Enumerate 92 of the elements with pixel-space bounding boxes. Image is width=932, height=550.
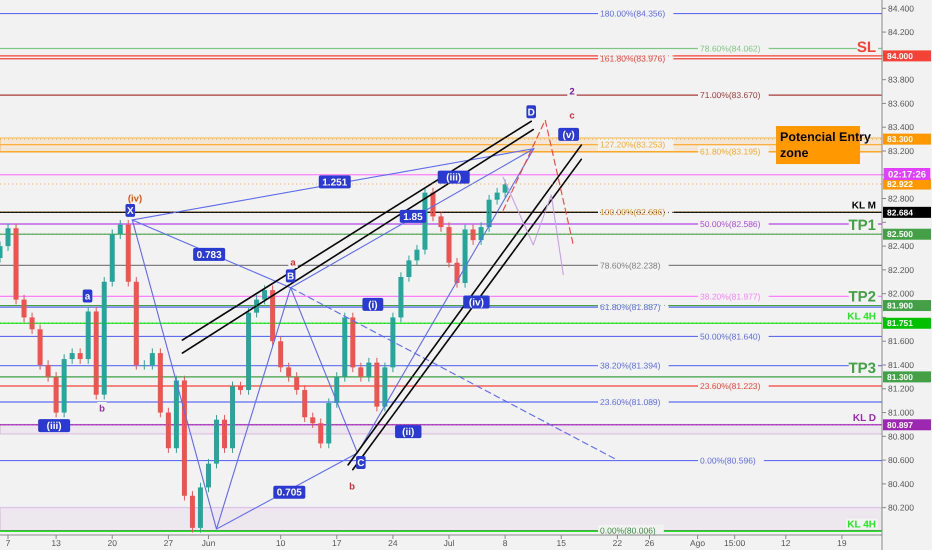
- ref-line-label: 50.00%(82.586): [700, 218, 761, 229]
- ref-line-label: 23.60%(81.223): [700, 381, 761, 392]
- ref-line-label: 84.000: [887, 50, 914, 61]
- ref-line-label: 180.00%(84.356): [600, 8, 666, 19]
- ref-line-label: 0.00%(80.596): [700, 456, 756, 466]
- ref-line-label: 83.300: [887, 134, 914, 144]
- ref-line-label: 78.60%(82.238): [600, 260, 661, 270]
- annotation: 1.251: [322, 177, 348, 188]
- annotation: (iv): [468, 297, 484, 308]
- ref-line-label: 0.00%(80.006): [600, 526, 656, 536]
- annotation: c: [569, 110, 575, 122]
- x-tick-label: 13: [51, 538, 62, 548]
- ref-line-label: 38.20%(81.977): [700, 291, 761, 302]
- annotation: b: [99, 403, 106, 414]
- y-tick-label: 82.200: [888, 264, 914, 275]
- x-tick-label: 22: [612, 538, 622, 548]
- band-label: Potencial Entry zone: [780, 130, 872, 160]
- ref-line-label: SL: [856, 38, 876, 56]
- ref-line-label: TP1: [848, 217, 876, 234]
- y-tick-label: 83.200: [888, 146, 914, 156]
- annotation: C: [357, 458, 364, 469]
- ref-line-label: 82.922: [887, 179, 914, 190]
- x-tick-label: 8: [502, 538, 508, 548]
- x-tick-label: 15: [556, 538, 566, 548]
- y-tick-label: 81.400: [888, 360, 914, 370]
- ref-line-label: 81.300: [887, 372, 914, 382]
- ref-line-label: KL 4H: [847, 519, 876, 530]
- x-tick-label: 24: [388, 538, 398, 548]
- y-tick-label: 80.200: [888, 502, 914, 513]
- y-tick-label: 80.800: [888, 431, 914, 442]
- y-tick-label: 81.600: [888, 336, 914, 346]
- y-tick-label: 83.800: [888, 74, 914, 85]
- ref-line-label: 161.80%(83.976): [600, 54, 666, 64]
- ref-line-label: 38.20%(81.394): [600, 360, 661, 371]
- ref-line-label: 81.751: [887, 318, 914, 328]
- y-tick-label: 83.600: [888, 98, 914, 108]
- annotation: 2: [569, 86, 575, 98]
- x-tick-label: 17: [332, 538, 342, 548]
- annotation: (iii): [46, 421, 62, 432]
- ref-line-label: KL 4H: [847, 311, 876, 322]
- annotation: (v): [562, 130, 575, 141]
- x-tick-label: 27: [164, 538, 174, 548]
- annotation: (iii): [446, 172, 462, 184]
- y-tick-label: 83.400: [888, 122, 914, 132]
- y-tick-label: 82.800: [888, 194, 914, 204]
- x-tick-label: 7: [6, 538, 11, 548]
- y-tick-label: 84.200: [888, 27, 914, 38]
- y-tick-label: 81.000: [888, 408, 914, 418]
- ref-line-label: 81.900: [887, 300, 914, 311]
- y-tick-label: 80.600: [888, 455, 914, 466]
- x-tick-label: 12: [781, 538, 791, 548]
- ref-line-label: 82.500: [887, 229, 914, 240]
- annotation: a: [84, 292, 91, 303]
- ref-line-label: TP3: [848, 360, 876, 377]
- x-tick-label: Ago: [690, 538, 706, 548]
- ref-line-label: 100.00%(82.686): [600, 207, 666, 218]
- annotation: B: [287, 271, 294, 282]
- annotation: a: [290, 257, 296, 268]
- ref-line-label: 127.20%(83.253): [600, 140, 666, 150]
- ref-line-label: KL D: [852, 412, 876, 424]
- y-tick-label: 80.400: [888, 478, 914, 489]
- annotation: X: [126, 206, 134, 217]
- annotation: b: [349, 481, 356, 492]
- text: 02:17:26: [888, 169, 926, 180]
- ref-line-label: 61.80%(81.887): [600, 302, 661, 312]
- annotation: (ii): [402, 427, 414, 438]
- x-tick-label: 19: [837, 538, 847, 548]
- ref-line-label: 23.60%(81.089): [600, 396, 661, 407]
- annotation: (i): [368, 300, 378, 311]
- y-tick-label: 84.400: [888, 3, 914, 14]
- x-tick-label: Jun: [202, 538, 216, 548]
- ref-line-label: 50.00%(81.640): [700, 331, 761, 342]
- ref-line-label: 80.897: [887, 420, 914, 430]
- ref-line-label: 82.684: [887, 207, 914, 218]
- x-tick-label: 26: [644, 538, 654, 548]
- x-tick-label: Jul: [444, 538, 455, 548]
- y-tick-label: 81.200: [888, 384, 914, 394]
- ref-line-label: 71.00%(83.670): [700, 90, 761, 100]
- x-tick-label: 20: [108, 538, 118, 548]
- ref-line-label: 61.80%(83.195): [700, 146, 761, 157]
- ref-line-label: 78.60%(84.062): [700, 43, 761, 54]
- annotation: 1.85: [403, 212, 424, 223]
- y-tick-label: 82.400: [888, 241, 914, 252]
- annotation: 0.705: [276, 488, 302, 499]
- annotation: 0.783: [196, 250, 222, 261]
- x-tick-label: 15:00: [724, 538, 746, 548]
- annotation: (iv): [128, 193, 142, 204]
- ref-line-label: TP2: [848, 288, 876, 306]
- y-tick-label: 82.000: [888, 288, 914, 299]
- ref-line-label: KL M: [852, 200, 876, 212]
- x-tick-label: 10: [276, 538, 286, 548]
- annotation: D: [528, 107, 535, 118]
